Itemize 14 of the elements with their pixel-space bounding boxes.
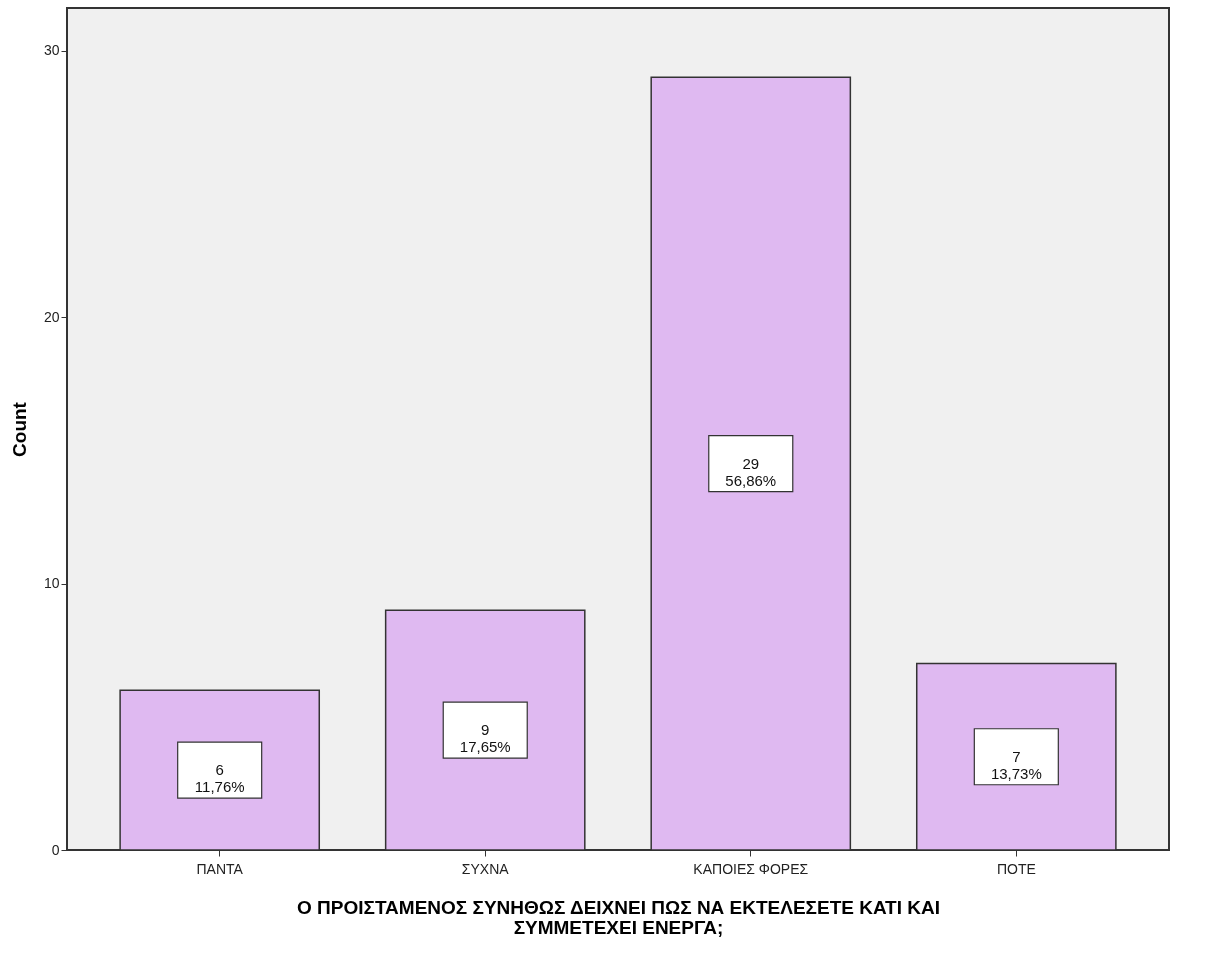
y-axis-title: Count: [8, 401, 30, 457]
x-tick-label: ΠΑΝΤΑ: [196, 860, 244, 877]
data-label: 7 13,73%: [990, 747, 1042, 782]
y-tick-label: 10: [43, 575, 60, 592]
x-axis-title: Ο ΠΡΟΙΣΤΑΜΕΝΟΣ ΣΥΝΗΘΩΣ ΔΕΙΧΝΕΙ ΠΩΣ ΝΑ ΕΚΤΕΛΕΣΕΤΕ ΚΑΤΙ ΚΑΙ ΣΥΜΜΕΤΕΧΕΙ ΕΝΕΡΓΑ;: [296, 896, 941, 938]
data-label: 6 11,76%: [194, 761, 245, 796]
data-label: 29 56,86%: [725, 454, 777, 489]
x-tick-label: ΚΑΠΟΙΕΣ ΦΟΡΕΣ: [693, 860, 809, 877]
x-tick-label: ΠΟΤΕ: [996, 860, 1036, 877]
y-tick-label: 30: [43, 42, 60, 59]
x-tick-label: ΣΥΧΝΑ: [461, 860, 510, 877]
y-tick-label: 0: [51, 841, 60, 858]
data-label: 9 17,65%: [459, 721, 511, 756]
y-tick-label: 20: [43, 308, 60, 325]
